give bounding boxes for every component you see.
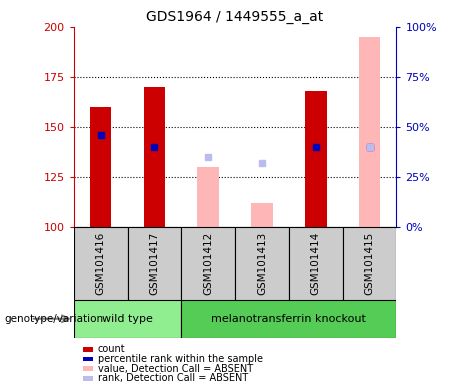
Text: GSM101412: GSM101412 [203, 232, 213, 295]
Text: GSM101417: GSM101417 [149, 232, 160, 295]
Bar [181, 227, 235, 300]
Text: genotype/variation: genotype/variation [5, 314, 104, 324]
Bar [90, 107, 112, 227]
Text: GSM101413: GSM101413 [257, 232, 267, 295]
Text: GSM101415: GSM101415 [365, 232, 375, 295]
Text: GSM101414: GSM101414 [311, 232, 321, 295]
Bar [343, 227, 396, 300]
Bar [144, 87, 165, 227]
Text: melanotransferrin knockout: melanotransferrin knockout [212, 314, 366, 324]
Bar [359, 37, 380, 227]
Bar [74, 300, 181, 338]
Bar [74, 227, 128, 300]
Bar [181, 300, 396, 338]
Bar [197, 167, 219, 227]
Bar [305, 91, 326, 227]
Text: GSM101416: GSM101416 [95, 232, 106, 295]
Text: wild type: wild type [102, 314, 153, 324]
Bar [251, 203, 273, 227]
Text: value, Detection Call = ABSENT: value, Detection Call = ABSENT [98, 364, 253, 374]
Text: rank, Detection Call = ABSENT: rank, Detection Call = ABSENT [98, 373, 248, 383]
Title: GDS1964 / 1449555_a_at: GDS1964 / 1449555_a_at [147, 10, 324, 25]
Text: percentile rank within the sample: percentile rank within the sample [98, 354, 263, 364]
Bar [235, 227, 289, 300]
Bar [289, 227, 343, 300]
Bar [128, 227, 181, 300]
Text: count: count [98, 344, 125, 354]
